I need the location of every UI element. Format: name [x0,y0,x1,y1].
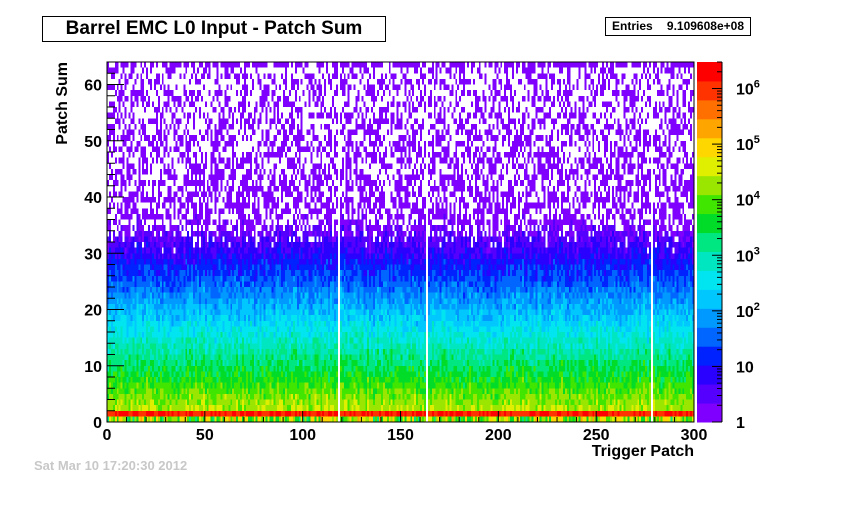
colorbar-segment [697,156,722,177]
colorbar-segment [697,251,722,271]
x-tick-label: 50 [196,427,214,444]
colorbar-segment [697,346,722,366]
colorbar-segment [697,137,722,158]
colorbar-segment [697,270,722,290]
stats-box: Entries 9.109608e+08 [605,17,751,36]
stats-entries-value: 9.109608e+08 [666,19,744,33]
colorbar-segment [697,403,722,423]
x-tick-label: 300 [681,427,708,444]
y-tick-label: 10 [84,359,102,376]
colorbar-tick-label: 106 [736,79,760,99]
x-tick-label: 0 [103,427,112,444]
y-tick-label: 20 [84,303,102,320]
y-tick-label: 0 [93,415,102,432]
colorbar-segment [697,308,722,328]
colorbar-segment [697,194,722,215]
y-tick-label: 30 [84,246,102,263]
colorbar-segment [697,327,722,347]
colorbar-segment [697,384,722,404]
y-tick-label: 60 [84,78,102,95]
colorbar-segment [697,175,722,196]
y-tick-label: 50 [84,134,102,151]
colorbar-segment [697,289,722,309]
x-tick-label: 150 [387,427,414,444]
colorbar-tick-label: 105 [736,134,760,154]
timestamp: Sat Mar 10 17:20:30 2012 [34,458,188,473]
stats-entries-label: Entries [612,19,653,33]
heatmap-cells [107,62,694,422]
colorbar-tick-label: 10 [736,359,754,376]
colorbar-segment [697,99,722,120]
x-tick-label: 200 [485,427,512,444]
colorbar-segment [697,118,722,139]
colorbar-segment [697,232,722,252]
y-axis-label: Patch Sum [54,62,71,145]
colorbar-segment [697,213,722,234]
colorbar-tick-label: 102 [736,301,760,321]
x-axis-label: Trigger Patch [592,443,694,460]
x-tick-label: 100 [289,427,316,444]
y-tick-label: 40 [84,190,102,207]
colorbar-tick-label: 103 [736,245,760,265]
colorbar-segment [697,365,722,385]
colorbar-tick-label: 104 [736,190,761,210]
colorbar-segment [697,62,722,82]
chart-title: Barrel EMC L0 Input - Patch Sum [42,16,386,42]
x-tick-label: 250 [583,427,610,444]
colorbar-tick-label: 1 [736,415,745,432]
colorbar-segment [697,80,722,101]
